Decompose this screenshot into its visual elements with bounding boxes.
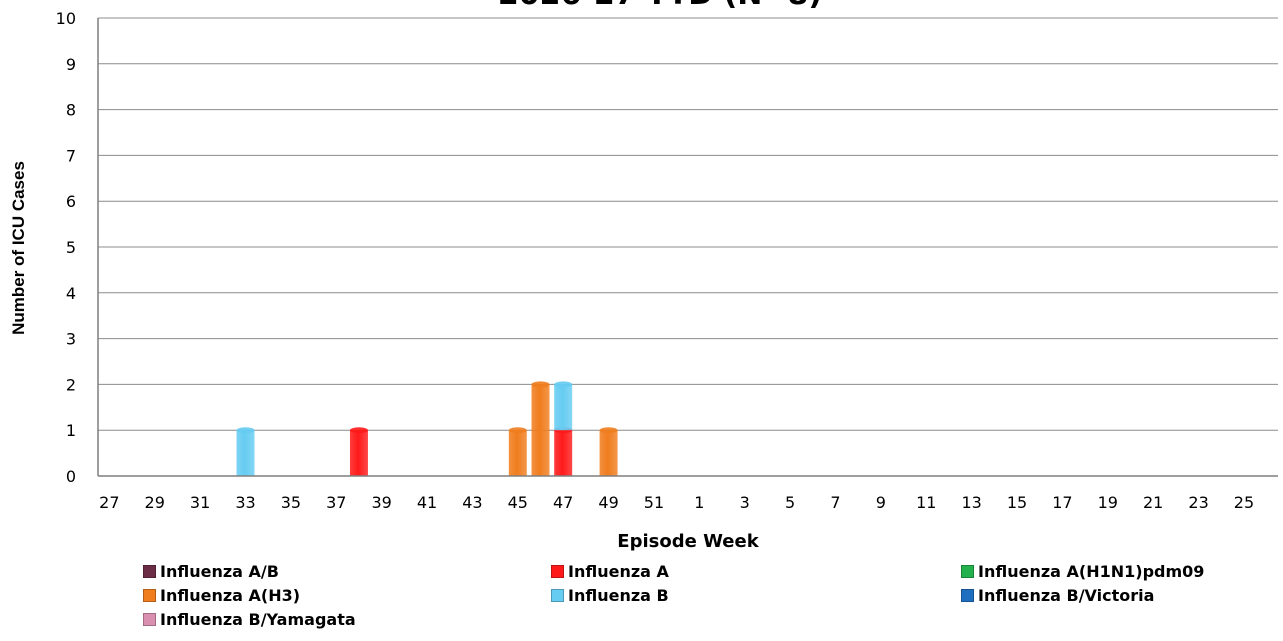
x-tick-label: 15 — [1007, 493, 1027, 512]
x-tick-label: 3 — [740, 493, 750, 512]
legend-label: Influenza B — [568, 586, 669, 605]
y-axis-label: Number of ICU Cases — [9, 161, 28, 335]
bar-cap — [508, 427, 527, 434]
bar-cap — [531, 381, 550, 388]
x-tick-label: 39 — [371, 493, 391, 512]
bars — [236, 381, 618, 476]
y-tick-label: 4 — [66, 284, 76, 303]
x-tick-label: 37 — [326, 493, 346, 512]
legend-item: Influenza A/B — [143, 562, 279, 581]
x-tick-label: 17 — [1052, 493, 1072, 512]
gridlines — [98, 17, 1278, 477]
axes — [97, 18, 1278, 477]
x-tick-label: 21 — [1143, 493, 1163, 512]
x-tick-label: 9 — [876, 493, 886, 512]
chart-title: 2026-27 YTD (N=8) — [498, 0, 822, 12]
legend-label: Influenza B/Yamagata — [160, 610, 356, 629]
legend-swatch — [143, 613, 156, 626]
bar-influenza-a-h3--week-49 — [599, 430, 618, 476]
legend-item: Influenza A — [551, 562, 669, 581]
x-tick-label: 29 — [145, 493, 165, 512]
bar-influenza-a-h3--week-46 — [531, 384, 550, 476]
y-tick-labels: 0 1 2 3 4 5 6 7 8 9 10 — [56, 9, 76, 486]
y-tick-label: 8 — [66, 101, 76, 120]
bar-cap — [554, 381, 573, 388]
legend-item: Influenza B — [551, 586, 669, 605]
x-tick-label: 33 — [235, 493, 255, 512]
x-tick-label: 19 — [1098, 493, 1118, 512]
legend-item: Influenza A(H1N1)pdm09 — [961, 562, 1204, 581]
bar-cap — [599, 427, 618, 434]
legend-swatch — [143, 589, 156, 602]
bar-influenza-a-week-47 — [554, 430, 573, 476]
legend-label: Influenza A/B — [160, 562, 279, 581]
legend-swatch — [143, 565, 156, 578]
x-tick-labels: 27 29 31 33 35 37 39 41 43 45 47 49 51 1 3 5 7 9 11 13 15 17 1… — [99, 493, 1254, 512]
x-tick-label: 11 — [916, 493, 936, 512]
legend-swatch — [551, 589, 564, 602]
x-tick-label: 27 — [99, 493, 119, 512]
legend-label: Influenza A — [568, 562, 669, 581]
legend-item: Influenza B/Yamagata — [143, 610, 356, 629]
bar-cap — [236, 427, 255, 434]
x-axis-label: Episode Week — [617, 531, 759, 552]
x-tick-label: 49 — [598, 493, 618, 512]
legend-swatch — [961, 589, 974, 602]
bar-influenza-a-week-38 — [349, 430, 368, 476]
x-tick-label: 1 — [694, 493, 704, 512]
x-tick-label: 51 — [644, 493, 664, 512]
x-tick-label: 25 — [1234, 493, 1254, 512]
y-tick-label: 7 — [66, 146, 76, 165]
x-tick-label: 47 — [553, 493, 573, 512]
x-tick-label: 35 — [281, 493, 301, 512]
x-tick-label: 31 — [190, 493, 210, 512]
x-tick-label: 7 — [830, 493, 840, 512]
y-tick-label: 9 — [66, 55, 76, 74]
y-tick-label: 6 — [66, 192, 76, 211]
x-tick-label: 45 — [508, 493, 528, 512]
y-tick-label: 3 — [66, 330, 76, 349]
y-tick-label: 5 — [66, 238, 76, 257]
x-tick-label: 5 — [785, 493, 795, 512]
y-tick-label: 0 — [66, 467, 76, 486]
y-tick-label: 1 — [66, 421, 76, 440]
legend-swatch — [961, 565, 974, 578]
y-tick-label: 10 — [56, 9, 76, 28]
legend-swatch — [551, 565, 564, 578]
legend-label: Influenza B/Victoria — [978, 586, 1155, 605]
bar-influenza-a-h3--week-45 — [508, 430, 527, 476]
y-tick-label: 2 — [66, 375, 76, 394]
legend-item: Influenza B/Victoria — [961, 586, 1154, 605]
bar-influenza-b-week-33 — [236, 430, 255, 476]
x-tick-label: 43 — [462, 493, 482, 512]
legend-label: Influenza A(H1N1)pdm09 — [978, 562, 1205, 581]
x-tick-label: 23 — [1188, 493, 1208, 512]
legend-label: Influenza A(H3) — [160, 586, 301, 605]
bar-cap — [349, 427, 368, 434]
legend-item: Influenza A(H3) — [143, 586, 300, 605]
x-tick-label: 13 — [961, 493, 981, 512]
x-tick-label: 41 — [417, 493, 437, 512]
bar-influenza-b-week-47 — [554, 384, 573, 431]
